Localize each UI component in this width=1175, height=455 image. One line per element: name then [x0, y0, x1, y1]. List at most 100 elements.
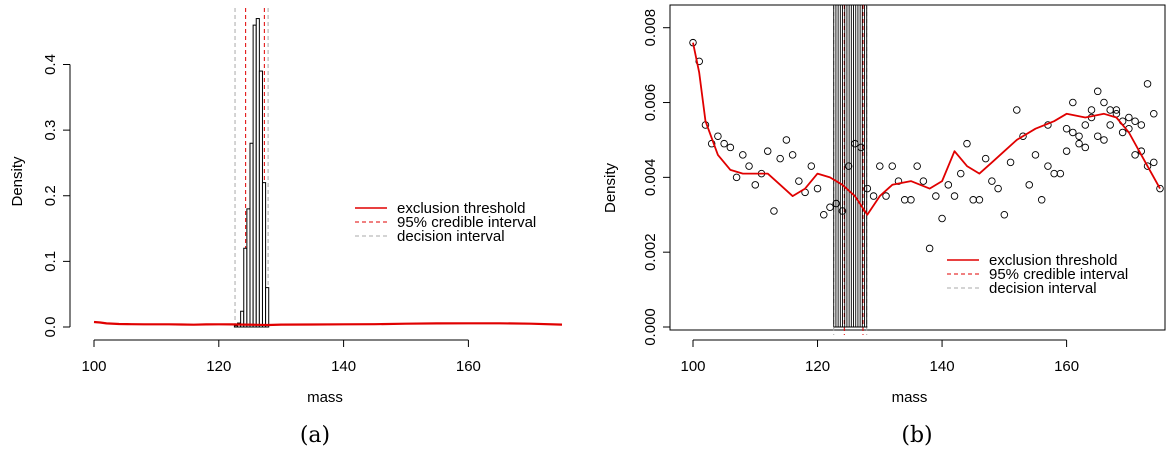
x-axis-title: mass: [307, 389, 343, 406]
y-tick-label: 0.004: [642, 159, 659, 197]
data-point: [1143, 80, 1152, 88]
data-point: [851, 139, 859, 148]
histogram-bar: [261, 182, 267, 328]
data-point: [1013, 106, 1021, 114]
data-point: [1081, 143, 1090, 152]
legend-label: exclusion threshold: [397, 200, 525, 217]
data-point: [963, 139, 971, 148]
data-point: [900, 196, 909, 204]
data-point: [869, 192, 878, 200]
data-point: [944, 181, 953, 189]
data-point: [1137, 121, 1146, 129]
data-point: [1075, 139, 1083, 148]
y-tick-label: 0.2: [42, 185, 59, 206]
data-point: [1075, 132, 1083, 140]
data-point: [782, 136, 791, 144]
data-point: [788, 151, 797, 159]
data-point: [720, 139, 728, 148]
data-point: [776, 154, 784, 163]
data-point: [763, 147, 772, 155]
data-point: [1093, 87, 1102, 96]
data-point: [919, 177, 928, 185]
data-point: [1025, 181, 1033, 189]
data-point: [1000, 211, 1009, 219]
data-point: [770, 207, 778, 215]
y-axis-title: Density: [602, 162, 619, 213]
y-tick-label: 0.0: [42, 317, 59, 338]
data-point: [838, 207, 847, 215]
data-point: [832, 199, 840, 208]
data-point: [1106, 121, 1114, 129]
chart-panel-b: 0.000 0.002 0.004 0.006 0.008 100 120 140 160 mas…: [602, 4, 1166, 448]
data-point: [745, 162, 753, 170]
data-point: [751, 181, 760, 189]
data-point: [1006, 158, 1015, 167]
data-point: [739, 151, 747, 159]
data-point: [1087, 106, 1096, 114]
exclusion-threshold-curve: [692, 42, 1161, 216]
data-point: [1093, 132, 1102, 140]
legend-label: exclusion threshold: [989, 252, 1117, 269]
legend-label: decision interval: [397, 228, 505, 245]
data-point: [981, 154, 990, 163]
data-point: [975, 196, 984, 204]
y-axis-title: Density: [9, 156, 26, 207]
data-point: [795, 177, 803, 185]
x-tick-label: 120: [805, 358, 830, 375]
data-point: [925, 244, 934, 253]
chart-panel-a: 0.0 0.1 0.2 0.3 0.4 100 120 140 160 mass Density (a…: [9, 8, 563, 448]
data-point: [907, 196, 915, 204]
data-point: [1069, 98, 1077, 107]
legend-label: 95% credible interval: [397, 214, 536, 231]
data-point: [813, 184, 822, 193]
y-tick-label: 0.002: [642, 233, 659, 271]
data-point: [956, 169, 965, 178]
x-tick-label: 100: [81, 358, 106, 375]
data-point: [932, 192, 940, 200]
data-point: [1081, 121, 1090, 129]
data-point: [695, 57, 703, 66]
data-point: [876, 162, 884, 170]
data-point: [1150, 110, 1158, 118]
x-tick-label: 140: [331, 358, 356, 375]
data-point: [844, 162, 853, 170]
data-point: [988, 177, 996, 185]
data-point: [888, 162, 897, 170]
y-tick-label: 0.3: [42, 120, 59, 141]
data-point: [1062, 147, 1071, 155]
data-point: [969, 196, 977, 204]
data-point: [882, 192, 890, 200]
data-point: [1118, 128, 1127, 137]
y-tick-label: 0.008: [642, 9, 659, 47]
data-point: [1062, 124, 1071, 133]
y-tick-label: 0.006: [642, 84, 659, 122]
x-tick-label: 100: [680, 358, 705, 375]
data-point: [1031, 151, 1040, 159]
data-point: [994, 184, 1002, 193]
legend-label: 95% credible interval: [989, 266, 1128, 283]
data-point: [1131, 117, 1139, 125]
data-point: [1150, 158, 1158, 167]
data-point: [726, 143, 735, 152]
data-point: [1100, 136, 1108, 144]
x-tick-label: 120: [206, 358, 231, 375]
data-point: [1131, 151, 1139, 159]
data-point: [913, 162, 921, 170]
data-point: [857, 143, 865, 152]
data-point: [820, 211, 828, 219]
data-point: [732, 173, 741, 182]
data-point: [826, 203, 834, 212]
data-point: [1050, 169, 1058, 178]
data-point: [807, 162, 816, 170]
data-point: [1106, 106, 1114, 114]
panel-caption: (a): [300, 423, 330, 448]
data-point: [938, 214, 946, 223]
data-point: [950, 192, 959, 200]
y-tick-label: 0.4: [42, 54, 59, 75]
data-point: [714, 132, 722, 140]
y-tick-label: 0.1: [42, 251, 59, 272]
x-tick-label: 140: [930, 358, 955, 375]
data-point: [1156, 184, 1164, 193]
